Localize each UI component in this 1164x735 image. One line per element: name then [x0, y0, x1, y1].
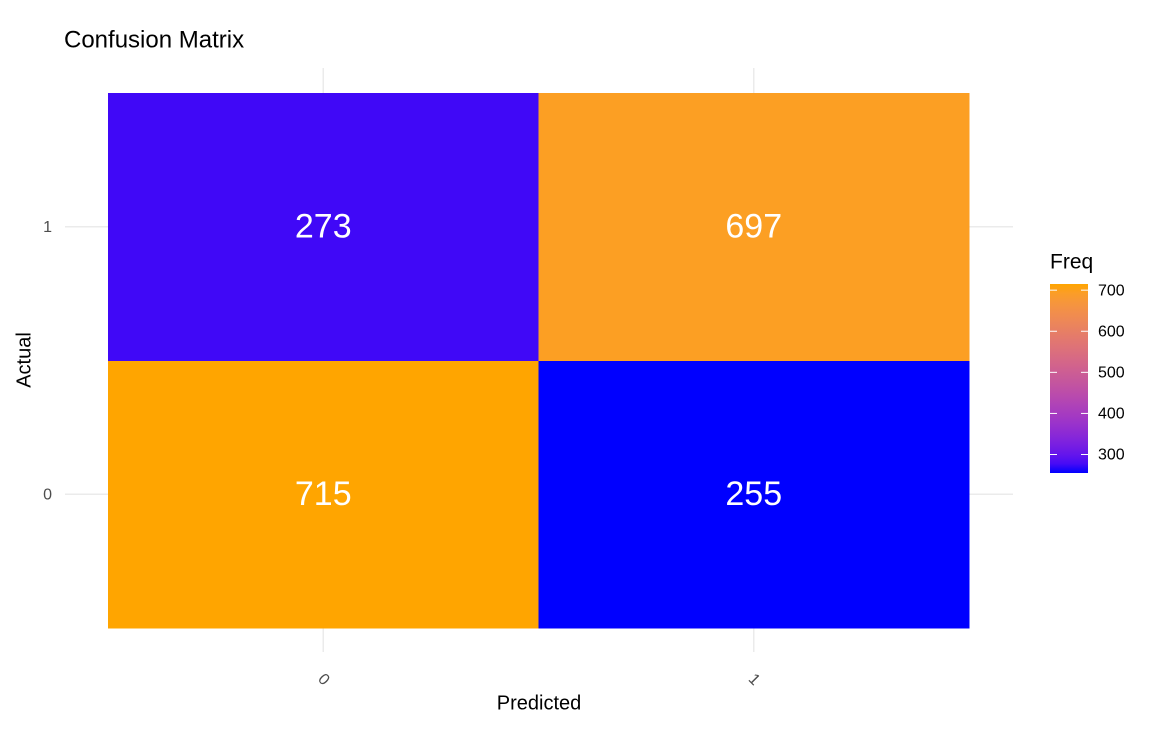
cell-label: 697 [725, 208, 782, 246]
legend-tick-label: 300 [1098, 447, 1125, 464]
legend-tick-label: 400 [1098, 406, 1125, 423]
legend-colorbar [1050, 284, 1088, 473]
cell-label: 715 [295, 475, 352, 513]
y-tick-label: 0 [43, 486, 52, 503]
heatmap-cell [538, 360, 970, 629]
legend-tick-label: 700 [1098, 282, 1125, 299]
heatmap-cell [538, 93, 970, 361]
legend-title: Freq [1050, 251, 1093, 274]
legend-tick-label: 600 [1098, 323, 1125, 340]
legend-tick-label: 500 [1098, 365, 1125, 382]
heatmap-cell [108, 360, 539, 629]
cell-label: 273 [295, 208, 352, 246]
heatmap-cell [108, 93, 539, 361]
y-axis-title: Actual [13, 332, 35, 388]
chart-title: Confusion Matrix [64, 26, 244, 53]
x-axis-title: Predicted [497, 692, 582, 714]
x-tick-label: 0 [314, 671, 332, 689]
x-tick-label: 1 [745, 671, 763, 689]
y-tick-label: 1 [43, 219, 52, 236]
cell-label: 255 [725, 475, 782, 513]
